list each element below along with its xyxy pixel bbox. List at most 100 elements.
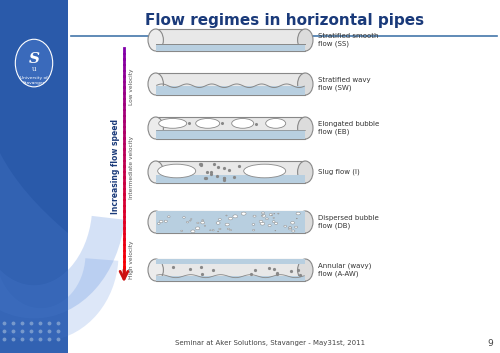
Text: Elongated bubble
flow (EB): Elongated bubble flow (EB) [318,121,380,135]
Ellipse shape [241,212,246,215]
Ellipse shape [298,211,313,233]
Ellipse shape [218,219,222,220]
Ellipse shape [202,220,203,221]
Bar [156,29,306,51]
Ellipse shape [196,119,220,128]
Ellipse shape [216,222,220,224]
Ellipse shape [148,73,164,95]
Ellipse shape [158,164,196,178]
Bar [156,276,306,281]
Bar [0,0,68,353]
Ellipse shape [197,222,199,223]
Ellipse shape [196,227,200,230]
Text: Stratified wavy
flow (SW): Stratified wavy flow (SW) [318,77,370,91]
Ellipse shape [252,229,255,231]
Ellipse shape [253,215,256,217]
Ellipse shape [228,217,232,220]
Ellipse shape [190,220,191,221]
Ellipse shape [292,230,295,232]
Text: Stratified smooth
flow (SS): Stratified smooth flow (SS) [318,33,378,47]
Bar [156,211,306,233]
Ellipse shape [212,229,214,231]
Text: Stavanger: Stavanger [23,81,45,85]
Ellipse shape [298,73,313,95]
Text: Intermediate velocity: Intermediate velocity [128,136,134,198]
Text: University of: University of [20,76,48,80]
Ellipse shape [259,220,263,223]
Ellipse shape [186,221,188,223]
Ellipse shape [230,229,232,231]
Ellipse shape [168,216,170,217]
Ellipse shape [262,215,266,217]
Ellipse shape [160,220,163,223]
Bar [156,117,306,139]
Ellipse shape [278,213,279,214]
Ellipse shape [148,117,164,139]
Ellipse shape [274,222,278,225]
Ellipse shape [148,29,164,51]
Bar [156,161,306,183]
Ellipse shape [269,214,273,216]
Ellipse shape [148,211,164,233]
Text: High velocity: High velocity [128,241,134,279]
Ellipse shape [233,215,237,218]
Ellipse shape [298,259,313,281]
Ellipse shape [148,161,164,183]
Ellipse shape [262,212,264,214]
Ellipse shape [16,39,52,87]
Ellipse shape [226,215,227,216]
PathPatch shape [0,153,68,353]
Text: 9: 9 [487,339,493,347]
Ellipse shape [190,219,192,220]
Bar [156,211,306,233]
Ellipse shape [228,228,230,229]
Ellipse shape [225,223,230,226]
Ellipse shape [148,259,164,281]
Ellipse shape [284,225,286,227]
Ellipse shape [158,119,186,128]
Ellipse shape [294,226,298,228]
Bar [156,259,306,264]
Bar [156,130,306,139]
Text: Slug flow (I): Slug flow (I) [318,169,360,175]
Ellipse shape [298,29,313,51]
Text: Increasing flow speed: Increasing flow speed [112,119,120,214]
Text: S: S [28,52,40,66]
Ellipse shape [289,227,292,229]
Ellipse shape [296,218,298,219]
Bar [156,73,306,95]
Ellipse shape [182,217,186,218]
Ellipse shape [200,221,204,224]
Text: Seminar at Aker Solutions, Stavanger - May31st, 2011: Seminar at Aker Solutions, Stavanger - M… [175,340,365,346]
Ellipse shape [232,119,254,128]
Ellipse shape [210,230,211,231]
Text: Dispersed bubble
flow (DB): Dispersed bubble flow (DB) [318,215,379,229]
Bar [156,175,306,183]
Ellipse shape [244,164,286,178]
Ellipse shape [268,225,271,227]
Ellipse shape [273,217,274,219]
Ellipse shape [219,228,221,230]
Ellipse shape [288,228,292,230]
Ellipse shape [164,220,168,222]
Ellipse shape [266,119,285,128]
Ellipse shape [272,221,275,222]
Bar [156,259,306,281]
Bar [156,44,306,51]
Text: Flow direction: Flow direction [210,30,264,39]
Ellipse shape [271,215,272,216]
Ellipse shape [289,227,292,228]
Ellipse shape [298,161,313,183]
Ellipse shape [204,225,206,226]
Text: u: u [32,65,36,73]
Text: Flow regimes in horizontal pipes: Flow regimes in horizontal pipes [146,12,424,28]
Bar [156,86,306,95]
Ellipse shape [180,230,182,232]
Text: Low velocity: Low velocity [128,69,134,105]
Ellipse shape [274,213,275,214]
Ellipse shape [266,218,268,220]
Ellipse shape [290,222,294,224]
Ellipse shape [260,222,264,225]
Ellipse shape [262,215,263,216]
Text: Annular (wavy)
flow (A-AW): Annular (wavy) flow (A-AW) [318,263,372,277]
